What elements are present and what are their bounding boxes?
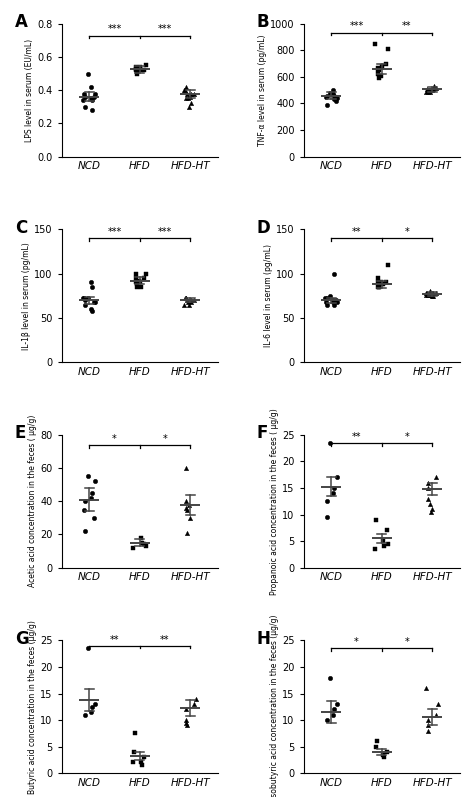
- Y-axis label: Isobutyric acid concentration in the feces (μg/g): Isobutyric acid concentration in the fec…: [270, 614, 279, 797]
- Text: H: H: [257, 630, 271, 648]
- Text: *: *: [404, 432, 409, 442]
- Y-axis label: IL-6 level in serum (pg/mL): IL-6 level in serum (pg/mL): [264, 244, 273, 347]
- Text: **: **: [352, 432, 361, 442]
- Text: **: **: [402, 22, 411, 31]
- Y-axis label: LPS level in serum (EU/mL): LPS level in serum (EU/mL): [26, 38, 35, 142]
- Y-axis label: TNF-α level in serum (pg/mL): TNF-α level in serum (pg/mL): [258, 34, 267, 146]
- Text: ***: ***: [349, 22, 364, 31]
- Text: *: *: [163, 434, 167, 444]
- Text: B: B: [257, 14, 269, 31]
- Text: *: *: [404, 638, 409, 647]
- Y-axis label: Butyric acid concentration in the feces (μg/g): Butyric acid concentration in the feces …: [28, 620, 37, 794]
- Text: C: C: [15, 219, 27, 237]
- Text: G: G: [15, 630, 28, 648]
- Text: F: F: [257, 424, 268, 442]
- Text: **: **: [160, 634, 170, 645]
- Text: ***: ***: [158, 227, 172, 238]
- Text: *: *: [404, 227, 409, 238]
- Text: **: **: [352, 227, 361, 238]
- Text: ***: ***: [158, 25, 172, 34]
- Text: ***: ***: [108, 25, 122, 34]
- Y-axis label: Propanoic acid concentration in the feces ( μg/g): Propanoic acid concentration in the fece…: [270, 408, 279, 595]
- Text: A: A: [15, 14, 27, 31]
- Text: *: *: [112, 434, 117, 444]
- Y-axis label: Acetic acid concentration in the feces ( μg/g): Acetic acid concentration in the feces (…: [28, 415, 37, 587]
- Text: **: **: [110, 634, 119, 645]
- Text: *: *: [354, 638, 359, 647]
- Text: E: E: [15, 424, 26, 442]
- Text: D: D: [257, 219, 271, 237]
- Text: ***: ***: [108, 227, 122, 238]
- Y-axis label: IL-1β level in serum (pg/mL): IL-1β level in serum (pg/mL): [22, 241, 31, 350]
